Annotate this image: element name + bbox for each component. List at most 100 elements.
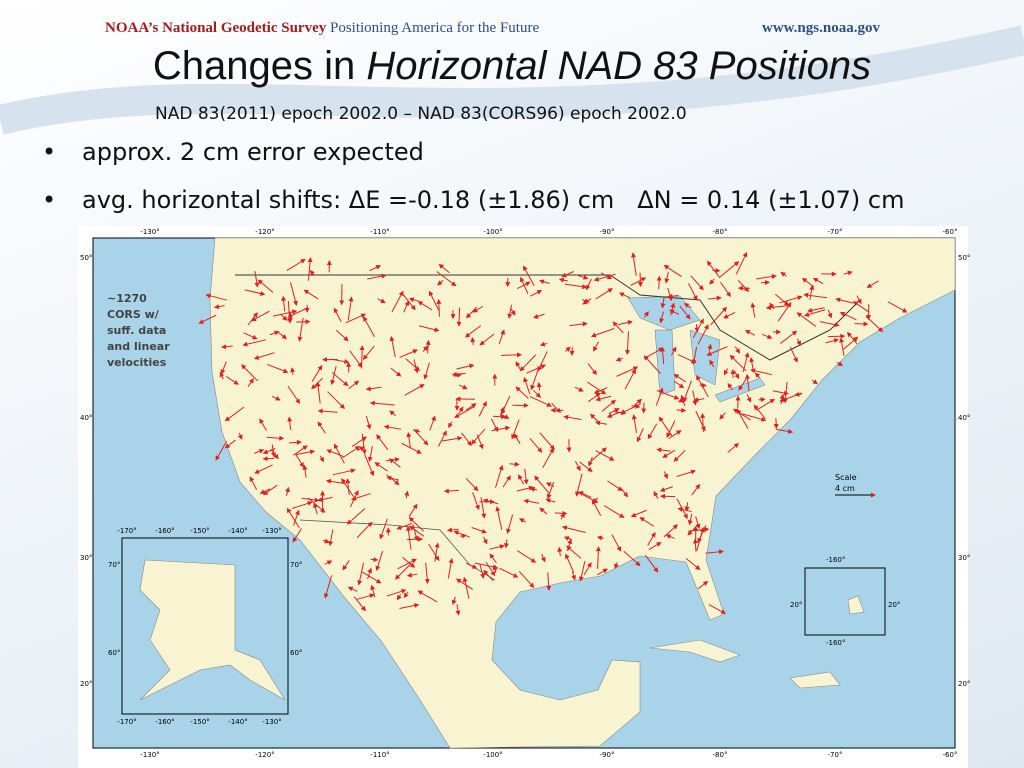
cuba (649, 639, 741, 663)
arrow (364, 454, 375, 477)
arrow (589, 447, 607, 463)
arrow (493, 414, 506, 420)
arrow (291, 501, 313, 510)
longitude-label: -90° (600, 751, 615, 759)
arrow (623, 550, 641, 567)
arrow (540, 553, 546, 563)
arrow (397, 558, 417, 570)
arrow (852, 301, 870, 313)
arrow (557, 546, 563, 557)
arrow (317, 421, 326, 434)
title-italic: Horizontal NAD 83 Positions (366, 44, 872, 88)
arrow (509, 461, 520, 467)
arrow (336, 329, 349, 342)
arrow (827, 309, 833, 319)
arrow (708, 295, 722, 301)
arrow (515, 361, 521, 370)
arrow (287, 416, 293, 430)
arrow (719, 261, 740, 278)
arrow (632, 398, 643, 407)
arrow (287, 307, 309, 318)
arrow (379, 518, 388, 540)
arrow (660, 296, 666, 309)
arrow (383, 424, 402, 430)
arrow (459, 533, 467, 539)
arrow (663, 264, 682, 278)
arrow (733, 408, 752, 421)
arrow (249, 476, 258, 490)
inset-lon-label: -140° (228, 718, 247, 726)
arrow (375, 550, 384, 572)
arrow (607, 480, 623, 492)
longitude-label: -110° (370, 751, 389, 759)
arrow (345, 313, 367, 324)
arrow (574, 460, 581, 472)
arrow (551, 402, 562, 414)
arrow (226, 376, 239, 385)
arrow (588, 392, 601, 403)
latitude-label: 30° (80, 554, 92, 562)
arrow (448, 421, 453, 429)
arrow (780, 271, 787, 277)
arrow (331, 372, 349, 387)
arrow (471, 428, 486, 445)
arrow (687, 523, 699, 536)
arrow (755, 274, 777, 280)
arrow (362, 345, 375, 360)
arrow (529, 438, 543, 453)
arrow (472, 492, 480, 511)
arrow (578, 560, 586, 582)
arrow (663, 471, 668, 480)
arrow (825, 338, 839, 344)
inset-lon-label: -160° (155, 718, 174, 726)
arrow (351, 436, 367, 447)
arrow (653, 491, 659, 499)
arrow (620, 488, 629, 498)
org-prefix: NOAA’s (105, 20, 159, 36)
arrow (723, 368, 729, 376)
arrow (498, 329, 505, 345)
arrow (408, 503, 418, 517)
arrow (575, 274, 589, 280)
arrow (357, 562, 365, 586)
arrow (812, 277, 824, 285)
arrow (866, 280, 879, 288)
inset-lon-label: -160° (826, 639, 845, 647)
arrow (601, 399, 616, 412)
arrow (595, 450, 615, 461)
arrow (839, 337, 845, 356)
arrow (595, 420, 607, 426)
hawaii (847, 595, 865, 615)
arrow (518, 474, 525, 485)
arrow (399, 603, 420, 609)
inset-lat-label: 20° (888, 601, 900, 609)
arrow (437, 430, 447, 447)
arrow (545, 498, 556, 504)
arrow (772, 390, 789, 396)
org-name: National Geodetic Survey (162, 20, 327, 36)
subtitle: NAD 83(2011) epoch 2002.0 – NAD 83(CORS9… (155, 104, 687, 124)
arrow (656, 447, 671, 453)
url: www.ngs.noaa.gov (762, 20, 880, 36)
arrow (590, 327, 615, 338)
arrow (631, 252, 637, 276)
arrow (351, 493, 371, 501)
arrow (399, 349, 418, 358)
arrow (326, 449, 344, 458)
arrow (327, 391, 346, 410)
arrow (569, 321, 588, 327)
arrow (342, 446, 361, 458)
hawaii-inset (804, 567, 886, 636)
arrow (386, 588, 407, 597)
longitude-label: -130° (140, 228, 159, 236)
arrow (367, 567, 373, 580)
arrow (492, 564, 498, 573)
arrow (292, 528, 302, 543)
arrow (588, 456, 593, 467)
arrow (745, 329, 756, 336)
arrow (659, 311, 665, 324)
arrow (614, 410, 627, 416)
arrow (511, 419, 520, 440)
arrow (370, 557, 379, 563)
